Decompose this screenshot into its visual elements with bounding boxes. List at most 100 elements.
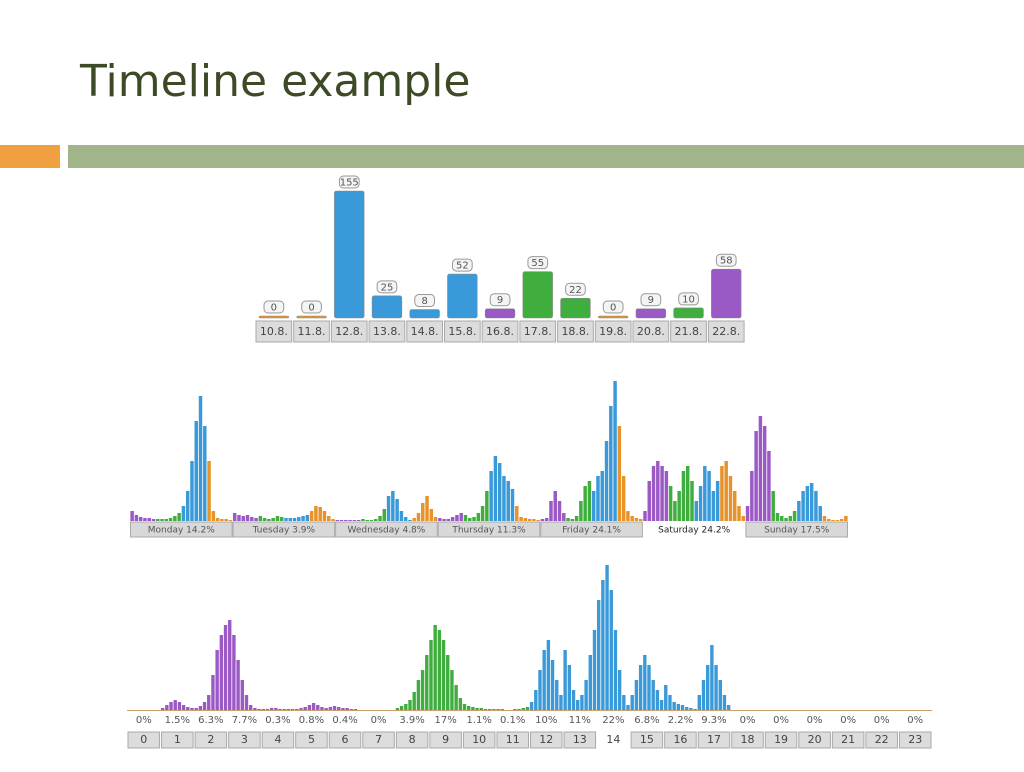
hour-label: 12 [539,733,553,746]
share-label: 6.3% [198,715,223,726]
bar [638,519,643,521]
share-label: 0% [874,715,890,726]
bar [762,426,767,521]
bar [711,491,716,521]
bar [597,315,629,319]
bar [134,515,139,521]
category-box [406,320,443,343]
bar [253,708,257,710]
bar [584,680,588,710]
bar [510,489,515,521]
bar [513,709,517,710]
bar [331,519,335,521]
bar [349,709,354,710]
bar [592,630,597,710]
bar [459,513,463,521]
bar [181,506,186,521]
hour-box [798,731,831,749]
bar [311,703,316,710]
day-label: Tuesday 3.9% [252,526,316,536]
bar [546,640,551,710]
bar [454,685,458,710]
bar [613,630,618,710]
bar [215,650,219,710]
bar [447,273,478,319]
category-label: 14.8. [411,325,439,338]
bar [574,516,579,521]
bar [177,513,181,521]
bar [425,496,429,521]
bar [626,705,630,710]
value-label-box [452,258,473,272]
bar [274,708,278,710]
bar [489,471,493,521]
day-box [232,521,336,538]
bar [604,441,609,521]
share-label: 2.2% [668,715,693,726]
bar [479,708,483,710]
category-label: 10.8. [260,325,288,338]
bar [557,501,562,521]
bar [596,476,600,521]
hour-label: 9 [442,733,449,746]
bar [284,518,288,521]
bar [722,695,727,710]
bar [635,308,667,319]
bar [801,491,805,521]
value-label: 8 [421,296,427,307]
bar [506,481,510,521]
bar [181,705,186,710]
bar [467,706,471,710]
bar [484,308,516,319]
bar [143,518,147,521]
bar [348,520,352,521]
bar [207,461,211,521]
hour-box [228,731,261,749]
bar [805,486,810,521]
bar [203,426,207,521]
bar [538,670,542,710]
day-label: Saturday 24.2% [658,526,730,536]
bar [186,707,190,710]
bar [525,707,530,710]
share-label: 22% [602,715,624,726]
accent-bar [0,145,60,168]
bar [634,680,639,710]
bar [668,486,673,521]
bar [536,520,540,521]
share-label: 0.1% [500,715,525,726]
bar [737,506,741,521]
bar [369,520,374,521]
category-box [368,320,406,343]
bar [566,518,570,521]
value-label-box [602,300,624,314]
bar [664,471,669,521]
bar [433,625,437,710]
bar [236,660,240,710]
bar [334,190,365,319]
bar [697,695,702,710]
bar [715,481,720,521]
hour-label: 16 [673,733,687,746]
bar [269,708,274,710]
day-box [130,521,233,538]
bar [517,709,521,710]
bar [583,486,587,521]
bar [151,519,156,521]
bar [750,471,754,521]
bar [244,695,249,710]
bar [476,513,481,521]
bar [365,520,369,521]
day-box [437,521,541,538]
day-label: Thursday 11.3% [451,526,526,536]
bar [775,513,780,521]
share-label: 11% [569,715,591,726]
share-label: 0.8% [299,715,324,726]
category-label: 17.8. [524,325,552,338]
bar [553,491,557,521]
bar [286,709,291,710]
share-label: 10% [535,715,557,726]
bar [655,690,660,710]
hour-box [530,731,563,749]
